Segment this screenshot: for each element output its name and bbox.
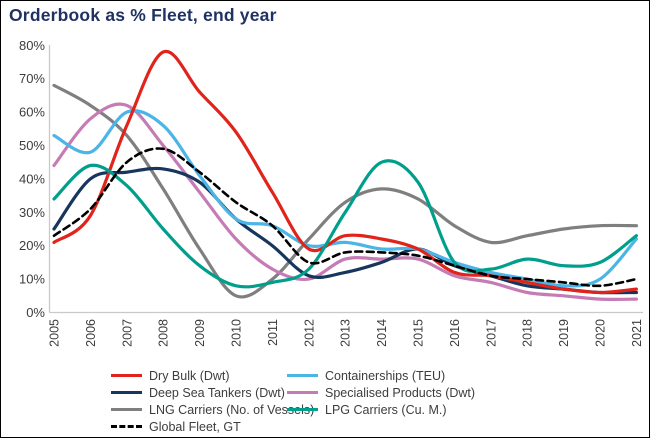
y-axis-label: 40% xyxy=(19,171,45,186)
legend-label: Deep Sea Tankers (Dwt) xyxy=(149,385,285,400)
series-line-dry-bulk-dwt xyxy=(52,49,638,295)
y-axis-label: 70% xyxy=(19,71,45,86)
chart-title: Orderbook as % Fleet, end year xyxy=(9,5,277,25)
x-axis-label: 2018 xyxy=(521,319,535,347)
x-axis-label: 2020 xyxy=(594,319,608,347)
legend-label: Specialised Products (Dwt) xyxy=(325,385,476,400)
y-axis-label: 80% xyxy=(19,38,45,53)
y-axis-label: 10% xyxy=(19,272,45,287)
legend-label: Containerships (TEU) xyxy=(325,368,446,383)
x-axis-label: 2016 xyxy=(448,319,462,347)
legend-item: LNG Carriers (No. of Vessels) xyxy=(111,401,314,418)
y-axis-label: 50% xyxy=(19,138,45,153)
legend-label: LPG Carriers (Cu. M.) xyxy=(325,402,447,417)
y-axis-label: 60% xyxy=(19,105,45,120)
x-axis-label: 2006 xyxy=(84,319,98,347)
legend-swatch-icon xyxy=(287,391,318,394)
legend-item: Deep Sea Tankers (Dwt) xyxy=(111,384,287,401)
x-axis-label: 2008 xyxy=(157,319,171,347)
legend-item: Containerships (TEU) xyxy=(287,367,537,384)
y-axis-label: 20% xyxy=(19,238,45,253)
x-axis-label: 2021 xyxy=(630,319,644,347)
legend-swatch-icon xyxy=(111,391,142,394)
legend-label: Dry Bulk (Dwt) xyxy=(149,368,230,383)
legend-swatch-icon xyxy=(287,374,318,377)
legend-label: Global Fleet, GT xyxy=(149,419,241,434)
legend-item: Global Fleet, GT xyxy=(111,418,287,435)
legend-item: Specialised Products (Dwt) xyxy=(287,384,537,401)
legend-swatch-icon xyxy=(111,408,142,411)
x-axis-label: 2014 xyxy=(375,319,389,347)
x-axis-label: 2017 xyxy=(484,319,498,347)
x-axis-label: 2005 xyxy=(48,319,62,347)
y-axis-label: 0% xyxy=(26,305,45,320)
x-axis-label: 2007 xyxy=(120,319,134,347)
legend-item: Dry Bulk (Dwt) xyxy=(111,367,287,384)
series-line-global-fleet-gt xyxy=(52,147,638,288)
legend-swatch-icon xyxy=(111,425,142,428)
legend-swatch-icon xyxy=(111,374,142,377)
series-line-lpg-carriers-cu-m xyxy=(52,159,638,289)
y-axis-label: 30% xyxy=(19,205,45,220)
x-axis-label: 2015 xyxy=(412,319,426,347)
x-axis-label: 2012 xyxy=(302,319,316,347)
legend-swatch-icon xyxy=(287,408,318,411)
chart-legend: Dry Bulk (Dwt) Containerships (TEU) Deep S… xyxy=(111,367,537,435)
x-axis-label: 2010 xyxy=(230,319,244,347)
series-line-containerships-teu xyxy=(52,109,638,288)
legend-label: LNG Carriers (No. of Vessels) xyxy=(149,402,315,417)
x-axis-label: 2009 xyxy=(193,319,207,347)
x-axis-label: 2011 xyxy=(266,319,280,346)
series-line-deep-sea-tankers-dwt xyxy=(52,166,638,295)
series-line-specialised-products-dwt xyxy=(52,102,638,301)
x-axis-label: 2013 xyxy=(339,319,353,347)
x-axis-label: 2019 xyxy=(557,319,571,347)
legend-item: LPG Carriers (Cu. M.) xyxy=(287,401,537,418)
